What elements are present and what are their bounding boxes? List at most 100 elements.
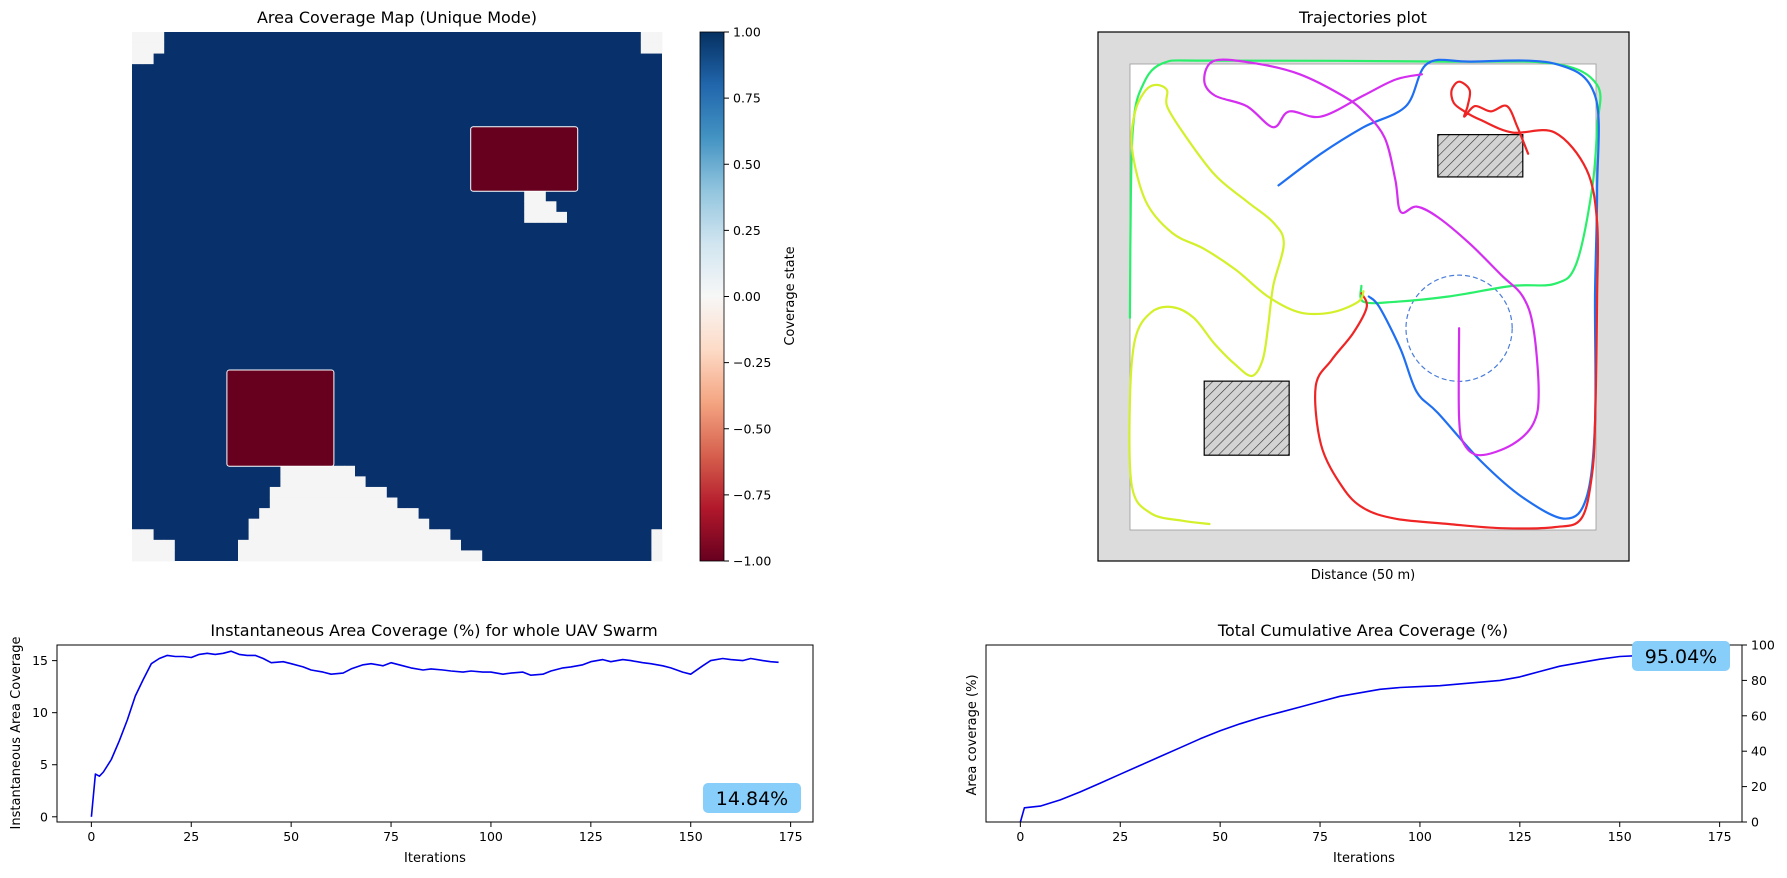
uncovered-cell xyxy=(397,539,408,551)
colorbar-tick-label: 0.50 xyxy=(733,157,761,172)
colorbar-tick-label: 0.25 xyxy=(733,223,761,238)
trajectories-plot-area xyxy=(1128,58,1602,530)
uncovered-cell xyxy=(386,550,398,562)
uncovered-cell xyxy=(365,539,377,551)
x-tick-label: 50 xyxy=(283,829,299,844)
uncovered-cell xyxy=(142,32,154,43)
obstacle-1 xyxy=(1437,134,1524,178)
uncovered-cell xyxy=(365,518,377,530)
uncovered-cell xyxy=(439,550,451,562)
uncovered-cell xyxy=(407,529,419,541)
uncovered-cell xyxy=(269,539,281,551)
uncovered-cell xyxy=(132,529,143,541)
y-tick-label: 80 xyxy=(1751,673,1767,688)
instantaneous-ylabel: Instantaneous Area Coverage xyxy=(9,637,24,830)
x-tick-label: 150 xyxy=(679,829,703,844)
uncovered-cell xyxy=(132,539,143,551)
uncovered-cell xyxy=(365,486,377,498)
uncovered-cell xyxy=(524,211,536,223)
uncovered-cell xyxy=(269,486,281,498)
uncovered-cell xyxy=(259,550,271,562)
x-tick-label: 175 xyxy=(779,829,803,844)
y-tick-label: 10 xyxy=(32,705,48,720)
cumulative-plot-area: 0 25 50 75 100 125 150 175 0 20 40 60 80 100 xyxy=(1016,638,1775,845)
uncovered-cell xyxy=(365,529,377,541)
cumulative-axes xyxy=(985,644,1743,823)
y-tick-label: 0 xyxy=(1751,815,1759,830)
uncovered-cell xyxy=(365,497,377,509)
uncovered-cell xyxy=(545,211,557,223)
uncovered-cell xyxy=(142,42,154,54)
uncovered-cell xyxy=(132,42,143,54)
cumulative-panel: Total Cumulative Area Coverage (%) 0 25 50… xyxy=(965,621,1775,866)
uncovered-cell xyxy=(269,497,281,509)
uncovered-cell xyxy=(428,539,440,551)
obstacle-2 xyxy=(1203,380,1290,456)
colorbar-tick-label: −1.00 xyxy=(733,554,771,569)
uncovered-cell xyxy=(407,508,419,520)
uncovered-cell xyxy=(344,539,355,551)
uncovered-cell xyxy=(386,508,398,520)
uncovered-cell xyxy=(153,42,165,54)
colorbar xyxy=(699,31,725,562)
uncovered-cell xyxy=(344,550,355,562)
uncovered-cell xyxy=(354,486,366,498)
x-tick-label: 50 xyxy=(1212,829,1228,844)
uncovered-cell xyxy=(312,529,324,541)
colorbar-tick-label: −0.25 xyxy=(733,355,771,370)
uncovered-cell xyxy=(269,508,281,520)
x-tick-label: 125 xyxy=(579,829,603,844)
uncovered-cell xyxy=(301,508,313,520)
uncovered-cell xyxy=(545,201,557,213)
uncovered-cell xyxy=(375,486,387,498)
uncovered-cell xyxy=(259,539,271,551)
uncovered-cell xyxy=(269,529,281,541)
cumulative-ylabel: Area coverage (%) xyxy=(965,674,980,795)
cumulative-annotation-text: 95.04% xyxy=(1645,646,1717,668)
uncovered-cell xyxy=(259,508,271,520)
uncovered-cell xyxy=(344,529,355,541)
uncovered-cell xyxy=(365,508,377,520)
colorbar-label: Coverage state xyxy=(783,246,798,345)
uncovered-cell xyxy=(375,518,387,530)
uncovered-cell xyxy=(344,476,355,488)
uncovered-cell xyxy=(312,550,324,562)
uncovered-cell xyxy=(291,476,302,488)
uncovered-cell xyxy=(280,508,292,520)
uncovered-cell xyxy=(312,539,324,551)
uncovered-cell xyxy=(471,550,483,562)
x-tick-label: 75 xyxy=(1312,829,1328,844)
uncovered-cell xyxy=(322,476,334,488)
uncovered-cell xyxy=(301,529,313,541)
coverage-map-panel: Area Coverage Map (Unique Mode) 1.00 0.75… xyxy=(132,8,798,569)
uncovered-cell xyxy=(397,529,408,541)
uncovered-cell xyxy=(333,476,345,488)
uncovered-cell xyxy=(354,497,366,509)
uncovered-cell xyxy=(301,476,313,488)
uncovered-cell xyxy=(248,529,260,541)
uncovered-cell xyxy=(153,550,165,562)
uncovered-cell xyxy=(322,518,334,530)
uncovered-cell xyxy=(132,550,143,562)
uncovered-cell xyxy=(291,539,302,551)
instantaneous-xlabel: Iterations xyxy=(404,851,466,866)
uncovered-cell xyxy=(375,497,387,509)
coverage-heatmap xyxy=(132,32,663,562)
uncovered-cell xyxy=(322,529,334,541)
uncovered-cell xyxy=(259,529,271,541)
uncovered-cell xyxy=(651,539,663,551)
uncovered-cell xyxy=(142,550,154,562)
uncovered-cell xyxy=(238,539,249,551)
uncovered-cell xyxy=(354,529,366,541)
trajectory-line-4 xyxy=(1203,58,1540,457)
trajectory-line-5 xyxy=(1128,83,1365,526)
uncovered-cell xyxy=(280,550,292,562)
x-tick-label: 100 xyxy=(1408,829,1432,844)
uncovered-cell xyxy=(280,529,292,541)
uncovered-cell xyxy=(418,539,430,551)
uncovered-cell xyxy=(301,539,313,551)
uncovered-cell xyxy=(344,497,355,509)
uncovered-cell xyxy=(248,539,260,551)
uncovered-cell xyxy=(142,53,154,65)
trajectories-panel: Trajectories plot Distance (50 m) xyxy=(1097,8,1630,583)
